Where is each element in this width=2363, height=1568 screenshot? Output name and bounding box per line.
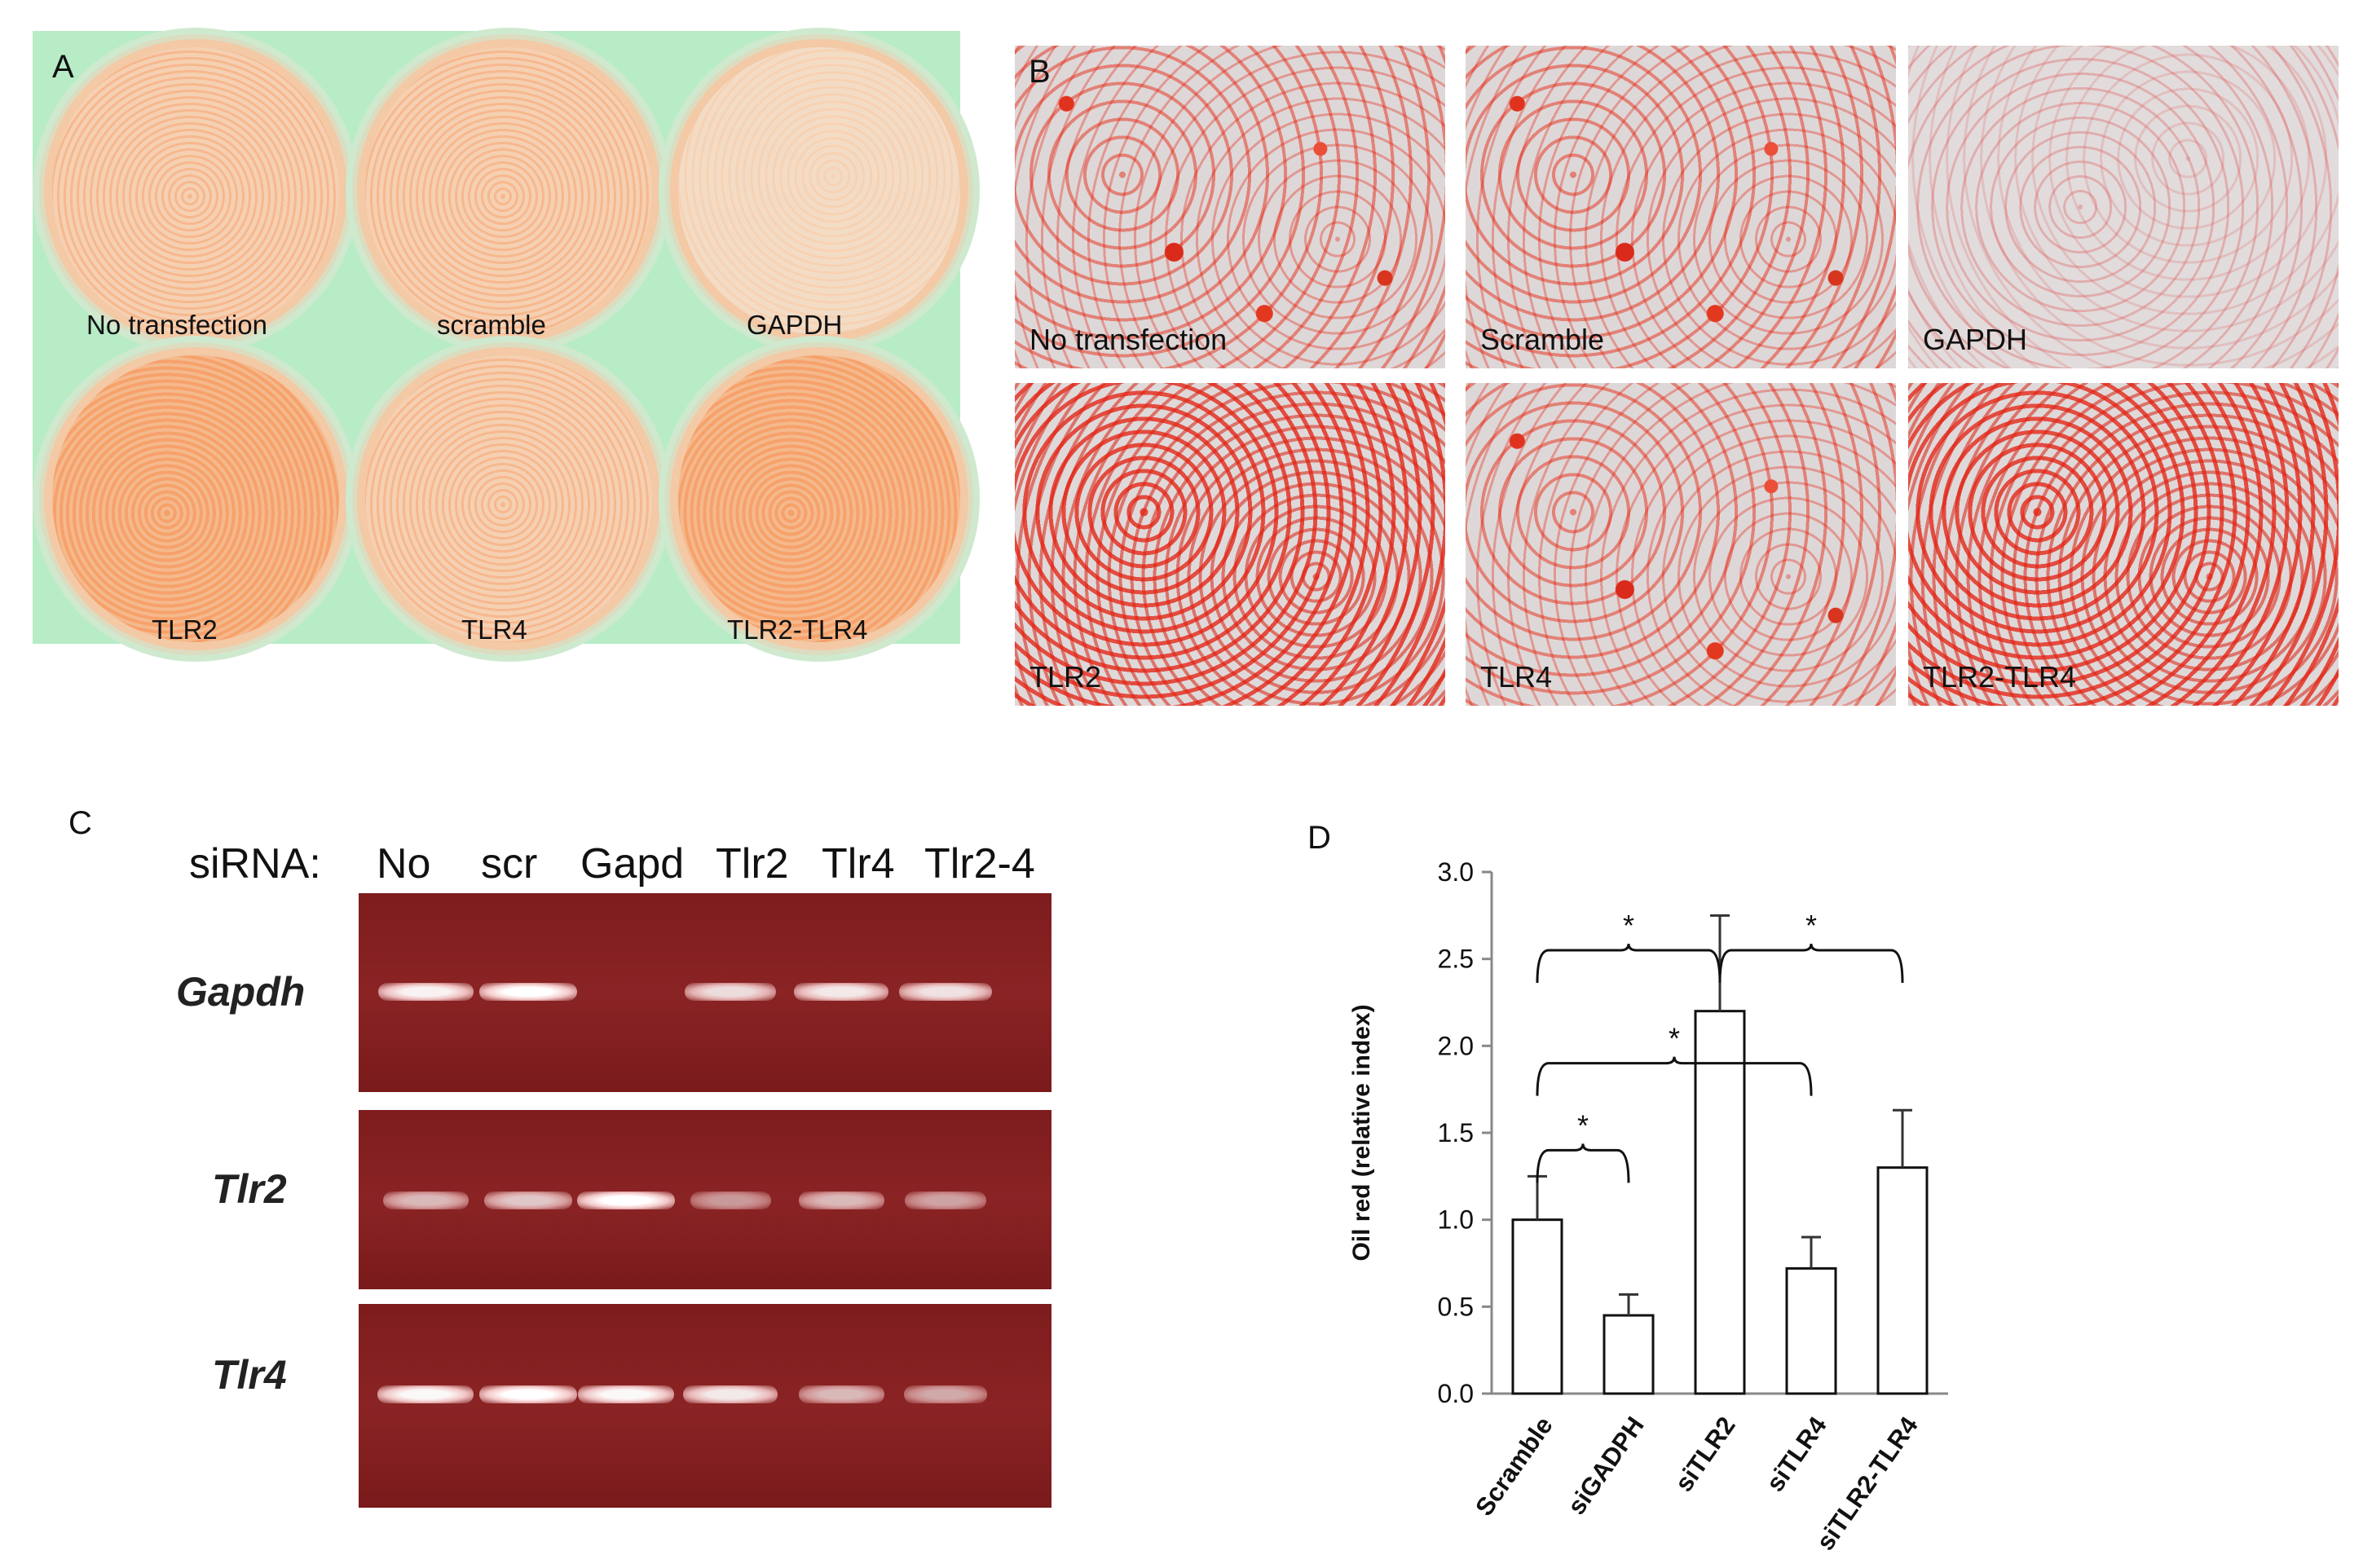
micrograph-no-transfection: No transfection	[1015, 46, 1445, 368]
micrograph-gapdh: GAPDH	[1908, 46, 2339, 368]
gel-band	[382, 1191, 469, 1209]
bar	[1876, 1166, 1929, 1395]
significance-bracket	[1718, 943, 1904, 984]
gel-band	[798, 1191, 884, 1209]
x-tick-label: siTLR2	[1669, 1412, 1741, 1497]
significance-star: *	[1577, 1108, 1589, 1142]
significance-star: *	[1623, 909, 1634, 942]
significance-bracket	[1536, 943, 1722, 984]
panel-a-letter: A	[52, 49, 74, 85]
bar	[1603, 1314, 1655, 1395]
gene-label-gapdh: Gapdh	[176, 969, 306, 1015]
gel-band	[899, 983, 992, 1001]
well-tlr4	[357, 347, 660, 650]
gel-band	[798, 1385, 884, 1403]
micrograph-label: Scramble	[1480, 323, 1605, 356]
significance-bracket	[1536, 1056, 1813, 1096]
gel-band	[904, 1191, 987, 1209]
well-label-gapdh: GAPDH	[747, 310, 843, 340]
gel-band	[479, 983, 577, 1001]
micrograph-label: GAPDH	[1923, 323, 2028, 356]
micrograph-tlr2: TLR2	[1015, 383, 1445, 706]
gel-band	[690, 1191, 771, 1209]
well-tlr2	[44, 347, 347, 650]
gel-band	[577, 1191, 675, 1209]
gel-band	[684, 983, 777, 1001]
well-label-tlr2-tlr4: TLR2-TLR4	[727, 614, 868, 645]
gel-band	[683, 1385, 778, 1403]
y-tick-label: 0.5	[1438, 1292, 1474, 1321]
well-tlr2-tlr4	[670, 347, 968, 650]
gel-band	[904, 1385, 987, 1403]
micrograph-label: TLR2-TLR4	[1923, 660, 2077, 694]
micrograph-label: TLR4	[1480, 660, 1553, 694]
panel-a-well-plate-photo: A No transfection scramble GAPDH TLR2 TL…	[33, 31, 968, 650]
y-tick-label: 2.5	[1438, 945, 1474, 974]
gel-tlr4	[359, 1304, 1051, 1508]
panel-c-letter: C	[68, 805, 92, 841]
panel-d-letter: D	[1307, 820, 1331, 856]
x-tick-label: siGADPH	[1562, 1412, 1650, 1520]
micrograph-tlr4: TLR4	[1466, 383, 1896, 706]
lane-label: Tlr2	[716, 840, 789, 888]
well-label-scramble: scramble	[437, 310, 546, 340]
well-no-transfection	[44, 39, 347, 342]
micrograph-label: TLR2	[1029, 660, 1102, 694]
gel-band	[577, 1385, 675, 1403]
well-gapdh	[670, 39, 968, 342]
gel-band	[377, 983, 474, 1001]
well-scramble	[357, 39, 660, 342]
bar	[1511, 1218, 1563, 1395]
micrograph-tlr2-tlr4: TLR2-TLR4	[1908, 383, 2339, 706]
lane-label: Tlr4	[822, 840, 895, 888]
well-label-tlr4: TLR4	[461, 614, 527, 645]
micrograph-scramble: Scramble	[1466, 46, 1896, 368]
y-tick-label: 1.0	[1438, 1205, 1474, 1235]
gene-label-tlr2: Tlr2	[212, 1166, 287, 1212]
y-tick-label: 0.0	[1438, 1379, 1474, 1408]
oil-red-bar-chart: 0.0 0.5 1.0 1.5 2.0 2.5 3.0 Oil red (relative i…	[1348, 857, 1948, 1556]
y-tick-label: 2.0	[1438, 1031, 1474, 1060]
y-tick-label: 1.5	[1438, 1118, 1474, 1147]
y-tick-label: 3.0	[1438, 857, 1474, 887]
significance-star: *	[1669, 1022, 1680, 1055]
panel-b-letter: B	[1029, 54, 1051, 90]
bar	[1694, 1010, 1746, 1395]
gel-band	[377, 1385, 474, 1403]
lane-label: No	[377, 840, 431, 888]
gel-band	[484, 1191, 572, 1209]
sirna-header: siRNA:	[189, 840, 321, 888]
x-tick-label: Scramble	[1470, 1412, 1558, 1521]
bar	[1785, 1266, 1837, 1395]
micrograph-label: No transfection	[1029, 323, 1228, 356]
gel-tlr2	[359, 1110, 1051, 1289]
y-axis-label: Oil red (relative index)	[1348, 1004, 1375, 1261]
lane-label: Tlr2-4	[924, 840, 1035, 888]
lane-label: Gapd	[580, 840, 685, 888]
significance-star: *	[1805, 909, 1817, 942]
lane-label: scr	[481, 840, 538, 888]
well-label-no-transfection: No transfection	[86, 310, 267, 340]
gel-gapdh	[359, 893, 1051, 1092]
x-tick-label: siTLR4	[1761, 1411, 1832, 1496]
gel-band	[794, 983, 888, 1001]
gel-band	[479, 1385, 577, 1403]
significance-bracket	[1536, 1143, 1630, 1183]
well-label-tlr2: TLR2	[152, 614, 218, 645]
gene-label-tlr4: Tlr4	[212, 1352, 287, 1398]
